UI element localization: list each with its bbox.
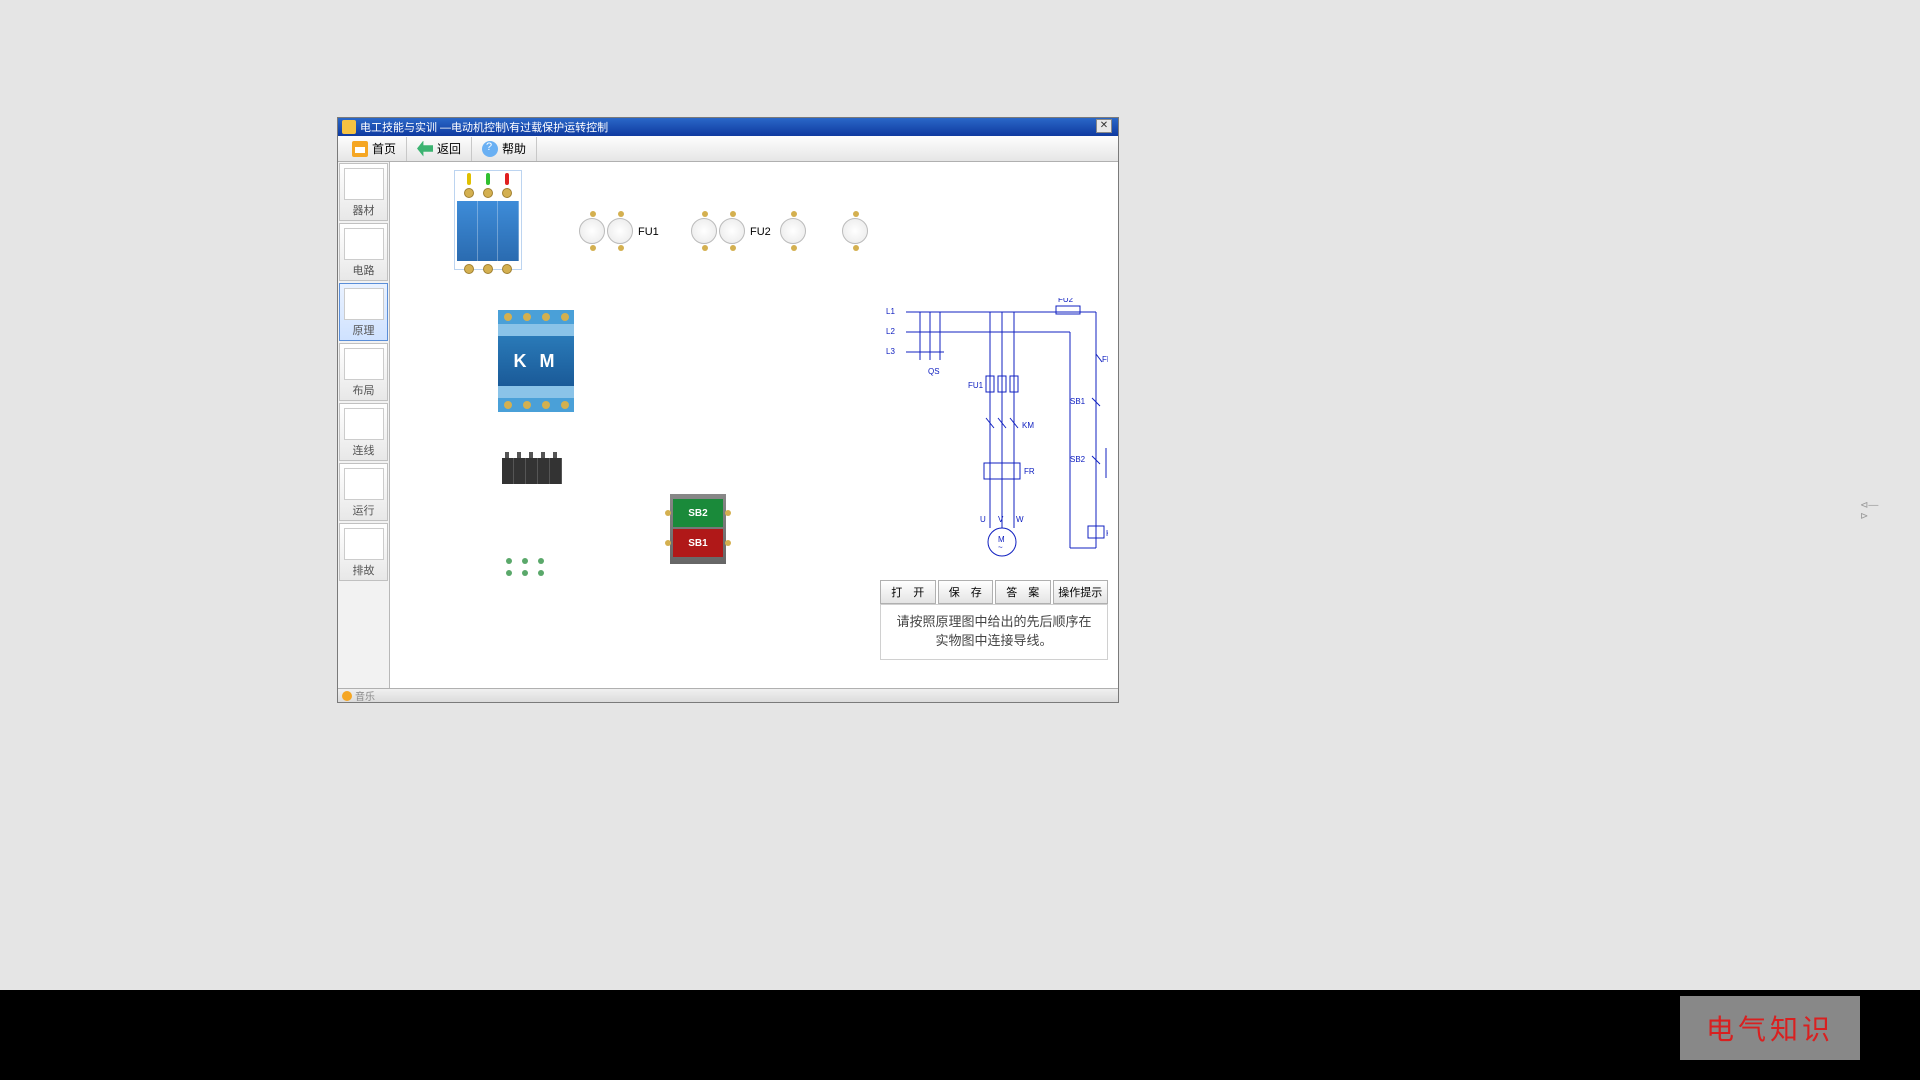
schematic-buttons: 打 开 保 存 答 案 操作提示 (880, 580, 1108, 604)
answer-button[interactable]: 答 案 (995, 580, 1051, 604)
sidebar-label: 布局 (340, 382, 387, 398)
thermal-relay[interactable] (502, 458, 562, 484)
app-window: 电工技能与实训 —电动机控制\有过载保护运转控制 ✕ 首页 返回 帮助 器材电路… (337, 117, 1119, 703)
home-icon (352, 141, 368, 157)
sidebar-label: 排故 (340, 562, 387, 578)
button-sb1[interactable]: SB1 (673, 529, 723, 557)
back-icon (417, 141, 433, 157)
svg-text:L1: L1 (886, 307, 895, 316)
hint-button[interactable]: 操作提示 (1053, 580, 1109, 604)
circuit-breaker[interactable] (454, 170, 522, 270)
svg-text:U: U (980, 515, 986, 524)
terminal-block[interactable] (506, 558, 544, 576)
app-icon (342, 120, 356, 134)
letterbox-bar (0, 990, 1920, 1080)
sidebar-label: 连线 (340, 442, 387, 458)
svg-text:SB1: SB1 (1070, 397, 1086, 406)
fuse-group-1[interactable]: FU1 (578, 218, 634, 249)
save-button[interactable]: 保 存 (938, 580, 994, 604)
sidebar-item-run[interactable]: 运行 (339, 463, 388, 521)
svg-text:V: V (998, 515, 1004, 524)
sidebar-item-materials[interactable]: 器材 (339, 163, 388, 221)
svg-text:KM: KM (1022, 421, 1034, 430)
help-icon (482, 141, 498, 157)
client-area: 器材电路原理布局连线运行排故 FU1 FU2 (338, 162, 1118, 688)
sidebar-label: 电路 (340, 262, 387, 278)
sidebar: 器材电路原理布局连线运行排故 (338, 162, 390, 688)
open-button[interactable]: 打 开 (880, 580, 936, 604)
sidebar-thumb (344, 168, 384, 200)
svg-text:L3: L3 (886, 347, 895, 356)
svg-text:QS: QS (928, 367, 940, 376)
close-button[interactable]: ✕ (1096, 119, 1112, 133)
sidebar-thumb (344, 288, 384, 320)
watermark: 电气知识 (1680, 996, 1860, 1060)
fu1-label: FU1 (638, 226, 659, 238)
svg-text:SB2: SB2 (1070, 455, 1086, 464)
help-button[interactable]: 帮助 (472, 137, 537, 161)
window-title: 电工技能与实训 —电动机控制\有过载保护运转控制 (360, 119, 608, 135)
sidebar-thumb (344, 348, 384, 380)
sidebar-item-layout[interactable]: 布局 (339, 343, 388, 401)
sidebar-item-troubleshoot[interactable]: 排故 (339, 523, 388, 581)
titlebar: 电工技能与实训 —电动机控制\有过载保护运转控制 ✕ (338, 118, 1118, 136)
help-label: 帮助 (502, 140, 526, 157)
back-button[interactable]: 返回 (407, 137, 472, 161)
home-button[interactable]: 首页 (342, 137, 407, 161)
svg-text:FR: FR (1024, 467, 1035, 476)
button-sb2[interactable]: SB2 (673, 499, 723, 527)
svg-text:W: W (1016, 515, 1024, 524)
statusbar: 音乐 (338, 688, 1118, 702)
contactor-label: K M (514, 351, 559, 372)
sidebar-item-principle[interactable]: 原理 (339, 283, 388, 341)
contactor-km[interactable]: K M (498, 310, 574, 414)
svg-text:FU1: FU1 (968, 381, 984, 390)
fu2-label: FU2 (750, 226, 771, 238)
schematic-diagram: L1 L2 L3 QS FU1 (880, 298, 1108, 576)
svg-text:FR: FR (1102, 355, 1108, 364)
sidebar-item-circuit[interactable]: 电路 (339, 223, 388, 281)
sidebar-label: 运行 (340, 502, 387, 518)
sidebar-thumb (344, 408, 384, 440)
tip-text: 请按照原理图中给出的先后顺序在实物图中连接导线。 (880, 604, 1108, 660)
sidebar-label: 器材 (340, 202, 387, 218)
sidebar-thumb (344, 228, 384, 260)
svg-text:~: ~ (998, 543, 1003, 552)
svg-text:KM: KM (1106, 529, 1108, 538)
back-label: 返回 (437, 140, 461, 157)
workspace-canvas[interactable]: FU1 FU2 K M SB2 (390, 162, 1118, 688)
svg-text:L2: L2 (886, 327, 895, 336)
music-label[interactable]: 音乐 (355, 688, 375, 703)
toolbar: 首页 返回 帮助 (338, 136, 1118, 162)
pushbutton-box[interactable]: SB2 SB1 (670, 494, 726, 564)
music-icon[interactable] (342, 691, 352, 701)
sidebar-label: 原理 (340, 322, 387, 338)
sidebar-item-wiring[interactable]: 连线 (339, 403, 388, 461)
svg-text:FU2: FU2 (1058, 298, 1074, 304)
decoration-arrow: ⊲—⊳ (1860, 500, 1880, 508)
sidebar-thumb (344, 468, 384, 500)
fuse-group-2[interactable]: FU2 (690, 218, 869, 249)
sidebar-thumb (344, 528, 384, 560)
home-label: 首页 (372, 140, 396, 157)
